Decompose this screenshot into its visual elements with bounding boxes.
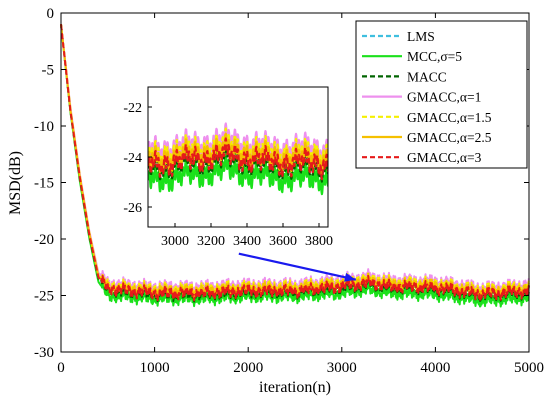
arrow-head bbox=[344, 272, 356, 282]
inset-x-tick-label: 3200 bbox=[197, 234, 225, 249]
legend-label-0: LMS bbox=[407, 29, 435, 44]
y-tick-label: -30 bbox=[34, 345, 54, 361]
arrow-shaft bbox=[238, 252, 357, 281]
x-tick-label: 5000 bbox=[514, 360, 544, 376]
y-axis-title: MSD(dB) bbox=[7, 151, 24, 215]
legend-label-4: GMACC,α=1.5 bbox=[407, 110, 492, 125]
inset-axis-ticks: 3000 3200 3400 3600 3800 -22 -24 -26 bbox=[123, 101, 333, 249]
legend: LMS MCC,σ=5 MACC GMACC,α=1 GMACC,α=1.5 GMACC,… bbox=[355, 20, 528, 169]
y-tick-label: -15 bbox=[34, 176, 54, 192]
inset-series-line-6 bbox=[148, 137, 328, 181]
legend-label-5: GMACC,α=2.5 bbox=[407, 130, 492, 145]
main-plot-curves bbox=[60, 24, 530, 308]
y-tick-label: -25 bbox=[34, 289, 54, 305]
x-tick-label: 4000 bbox=[420, 360, 450, 376]
legend-label-3: GMACC,α=1 bbox=[407, 90, 481, 105]
legend-label-2: MACC bbox=[407, 69, 447, 84]
zoom-arrow bbox=[238, 252, 357, 282]
inset-x-tick-label: 3800 bbox=[305, 234, 333, 249]
inset-curves bbox=[148, 122, 328, 196]
y-tick-label: 0 bbox=[47, 6, 55, 22]
inset-zoom-plot: 3000 3200 3400 3600 3800 -22 -24 -26 bbox=[123, 86, 333, 249]
inset-x-tick-label: 3000 bbox=[161, 234, 189, 249]
x-tick-label: 1000 bbox=[140, 360, 170, 376]
x-tick-label: 3000 bbox=[327, 360, 357, 376]
legend-label-1: MCC,σ=5 bbox=[407, 49, 462, 64]
y-tick-label: -5 bbox=[42, 63, 55, 79]
y-tick-label: -10 bbox=[34, 119, 54, 135]
inset-x-tick-label: 3400 bbox=[233, 234, 261, 249]
inset-x-tick-label: 3600 bbox=[269, 234, 297, 249]
inset-y-tick-label: -22 bbox=[123, 101, 142, 116]
x-axis-title: iteration(n) bbox=[259, 379, 331, 396]
legend-label-6: GMACC,α=3 bbox=[407, 150, 482, 165]
series-line-6 bbox=[60, 24, 530, 302]
inset-y-tick-label: -24 bbox=[123, 151, 142, 166]
main-axis-ticks: 0 1000 2000 3000 4000 5000 0 -5 -10 -15 -20 -25 -30 bbox=[34, 6, 544, 376]
y-tick-label: -20 bbox=[34, 232, 54, 248]
x-tick-label: 0 bbox=[57, 360, 65, 376]
inset-y-tick-label: -26 bbox=[123, 201, 142, 216]
x-tick-label: 2000 bbox=[233, 360, 263, 376]
legend-box bbox=[355, 20, 528, 169]
